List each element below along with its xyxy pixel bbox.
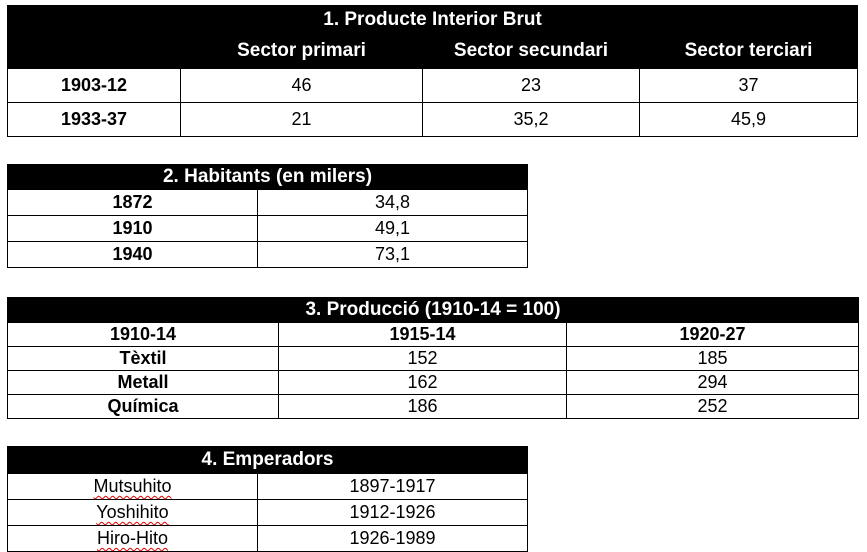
population-table: 2. Habitants (en milers) 1872 34,8 1910 … (7, 164, 528, 268)
table-row: 1940 73,1 (7, 241, 528, 268)
table-row: Yoshihito 1912-1926 (7, 499, 528, 526)
gdp-header-primary: Sector primari (180, 33, 423, 69)
production-table-title: 3. Producció (1910-14 = 100) (6, 297, 860, 323)
emperor-name: Hiro-Hito (96, 528, 168, 548)
table-row: Mutsuhito 1897-1917 (7, 473, 528, 500)
population-value: 49,1 (257, 215, 528, 242)
production-value: 152 (278, 346, 567, 371)
table-row: Tèxtil 152 185 (7, 346, 860, 371)
table-row: Hiro-Hito 1926-1989 (7, 525, 528, 552)
gdp-header-secondary: Sector secundari (422, 33, 640, 69)
gdp-cell: 35,2 (422, 102, 640, 137)
production-sector: Tèxtil (7, 346, 279, 371)
table-row: 1903-12 46 23 37 (7, 68, 859, 103)
gdp-cell: 23 (422, 68, 640, 103)
population-value: 73,1 (257, 241, 528, 268)
emperor-name: Mutsuhito (93, 476, 172, 496)
gdp-row-label: 1933-37 (7, 102, 181, 137)
emperors-table-title: 4. Emperadors (7, 446, 528, 474)
population-year: 1940 (7, 241, 258, 268)
production-value: 252 (565, 394, 860, 419)
gdp-row-label: 1903-12 (7, 68, 181, 103)
production-table: 3. Producció (1910-14 = 100) 1910-14 191… (6, 297, 860, 419)
gdp-table-title: 1. Producte Interior Brut (6, 5, 859, 34)
emperor-reign: 1897-1917 (257, 473, 528, 500)
production-value: 186 (278, 394, 567, 419)
production-value: 294 (565, 370, 860, 395)
table-row: Metall 162 294 (7, 370, 860, 395)
production-value: 162 (278, 370, 567, 395)
table-row: Química 186 252 (7, 394, 860, 419)
production-header: 1920-27 (565, 322, 860, 347)
production-header: 1915-14 (278, 322, 567, 347)
population-year: 1872 (7, 189, 258, 216)
emperor-name: Yoshihito (96, 502, 169, 522)
production-sector: Metall (7, 370, 279, 395)
gdp-cell: 37 (638, 68, 859, 103)
emperors-table: 4. Emperadors Mutsuhito 1897-1917 Yoshih… (7, 446, 528, 552)
production-sector: Química (7, 394, 279, 419)
population-year: 1910 (7, 215, 258, 242)
gdp-cell: 46 (180, 68, 423, 103)
population-table-title: 2. Habitants (en milers) (7, 164, 528, 190)
emperor-name-cell: Hiro-Hito (7, 525, 258, 552)
gdp-header-empty (7, 33, 181, 69)
table-row: 1872 34,8 (7, 189, 528, 216)
emperor-reign: 1912-1926 (257, 499, 528, 526)
table-row: 1910 49,1 (7, 215, 528, 242)
production-header: 1910-14 (7, 322, 279, 347)
gdp-table: 1. Producte Interior Brut Sector primari… (6, 5, 859, 137)
emperor-name-cell: Mutsuhito (7, 473, 258, 500)
gdp-cell: 21 (180, 102, 423, 137)
emperor-reign: 1926-1989 (257, 525, 528, 552)
gdp-header-tertiary: Sector terciari (638, 33, 859, 69)
gdp-cell: 45,9 (638, 102, 859, 137)
production-value: 185 (565, 346, 860, 371)
table-row: 1933-37 21 35,2 45,9 (7, 102, 859, 137)
emperor-name-cell: Yoshihito (7, 499, 258, 526)
table-row: 1910-14 1915-14 1920-27 (7, 322, 860, 347)
population-value: 34,8 (257, 189, 528, 216)
